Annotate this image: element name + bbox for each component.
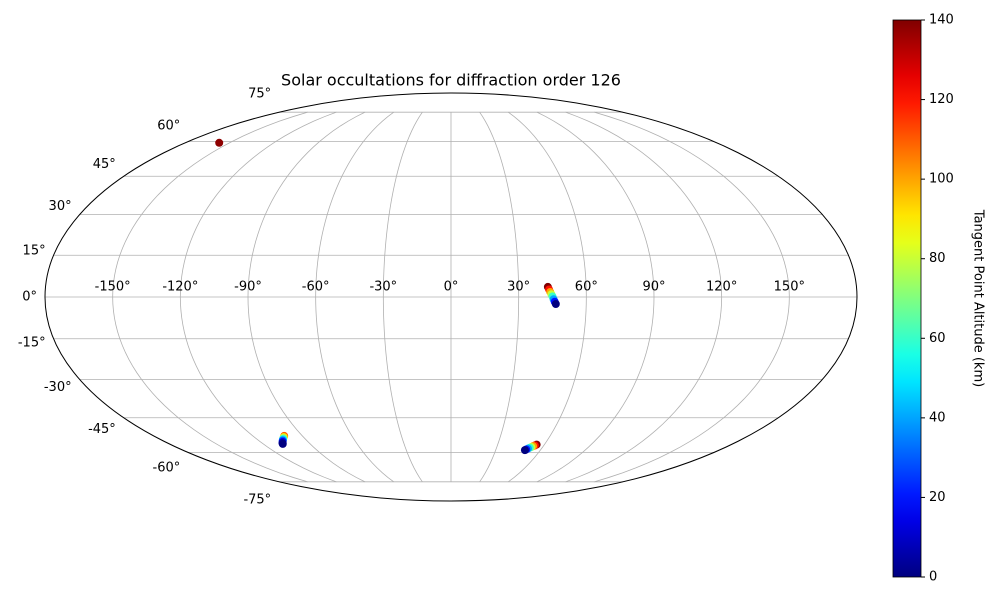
x-tick-label: -30°: [369, 280, 397, 295]
y-tick-label: -60°: [153, 460, 181, 475]
x-tick-label: 150°: [774, 280, 805, 295]
colorbar-tick-label: 120: [929, 92, 954, 107]
colorbar-tick-label: 40: [929, 410, 946, 425]
y-tick-label: -15°: [18, 335, 46, 350]
x-tick-label: 30°: [507, 280, 530, 295]
y-tick-label: 60°: [157, 119, 180, 134]
x-tick-label: -60°: [302, 280, 330, 295]
y-tick-label: -45°: [88, 422, 116, 437]
x-tick-label: 90°: [642, 280, 665, 295]
colorbar: [892, 19, 922, 578]
y-tick-label: 45°: [93, 157, 116, 172]
x-tick-label: -120°: [162, 280, 198, 295]
x-tick-label: 0°: [444, 280, 459, 295]
colorbar-tick-label: 0: [929, 570, 937, 585]
colorbar-tick-label: 20: [929, 490, 946, 505]
point: [520, 446, 529, 455]
colorbar-tick-label: 80: [929, 251, 946, 266]
x-tick-label: -90°: [234, 280, 262, 295]
chart-title: Solar occultations for diffraction order…: [281, 71, 621, 90]
point: [278, 439, 287, 448]
map-boundary: [44, 92, 858, 502]
colorbar-tick-label: 60: [929, 331, 946, 346]
y-tick-label: -30°: [44, 380, 72, 395]
y-tick-label: 30°: [49, 199, 72, 214]
point: [215, 138, 224, 147]
point: [551, 299, 560, 308]
y-tick-label: 75°: [248, 87, 271, 102]
x-tick-label: -150°: [95, 280, 131, 295]
colorbar-tick-label: 140: [929, 13, 954, 28]
x-tick-label: 60°: [575, 280, 598, 295]
y-tick-label: -75°: [243, 492, 271, 507]
colorbar-label: Tangent Point Altitude (km): [971, 209, 986, 387]
colorbar-tick-label: 100: [929, 172, 954, 187]
y-tick-label: 0°: [22, 290, 37, 305]
y-tick-label: 15°: [23, 244, 46, 259]
x-tick-label: 120°: [706, 280, 737, 295]
